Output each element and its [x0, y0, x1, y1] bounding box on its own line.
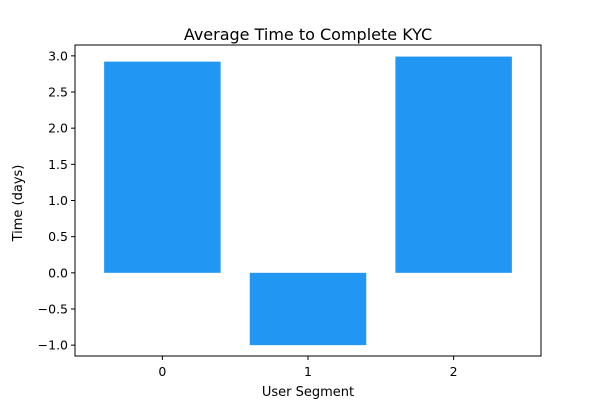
- x-axis-label: User Segment: [262, 385, 354, 400]
- y-axis-label: Time (days): [11, 165, 26, 243]
- y-tick-label: 2.0: [48, 121, 68, 136]
- bars-group: [104, 56, 512, 346]
- chart-title: Average Time to Complete KYC: [184, 25, 432, 44]
- bar-2: [395, 56, 512, 273]
- y-tick-label: 2.5: [48, 85, 68, 100]
- y-tick-label: 3.0: [48, 48, 68, 63]
- y-tick-label: 0.0: [48, 265, 68, 280]
- bar-0: [104, 61, 221, 273]
- x-tick-label: 1: [304, 364, 312, 379]
- y-axis-ticks: 3.0 2.5 2.0 1.5 1.0 0.5 0.0 −0.5 −1.0: [38, 48, 75, 353]
- x-tick-label: 0: [158, 364, 166, 379]
- y-tick-label: 1.0: [48, 193, 68, 208]
- y-tick-label: −1.0: [38, 338, 68, 353]
- y-tick-label: 0.5: [48, 229, 68, 244]
- y-tick-label: −0.5: [38, 301, 68, 316]
- x-tick-label: 2: [450, 364, 458, 379]
- y-tick-label: 1.5: [48, 157, 68, 172]
- bar-1: [249, 272, 367, 346]
- x-axis-ticks: 0 1 2: [158, 356, 458, 379]
